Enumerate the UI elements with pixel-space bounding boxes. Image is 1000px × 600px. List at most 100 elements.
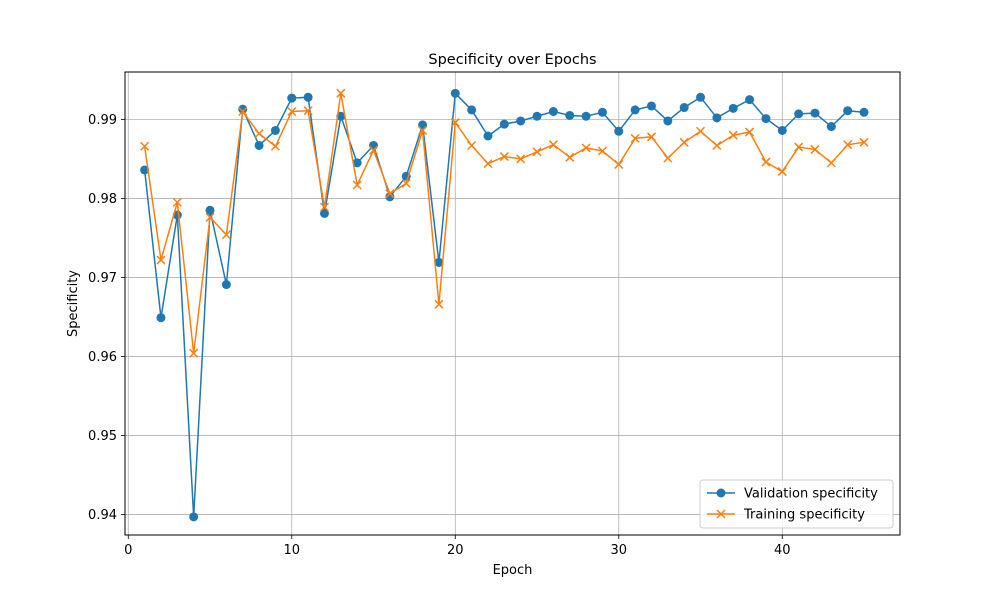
data-point xyxy=(369,140,379,150)
data-point xyxy=(385,192,395,202)
data-point xyxy=(254,129,264,139)
data-point xyxy=(695,126,706,136)
data-point xyxy=(712,113,722,123)
series-validation xyxy=(140,88,869,522)
data-point xyxy=(172,197,182,207)
data-point xyxy=(221,230,231,240)
data-point xyxy=(777,125,787,135)
data-point xyxy=(679,137,689,147)
legend: Validation specificity Training specific… xyxy=(699,479,894,529)
data-point xyxy=(238,106,248,117)
data-point xyxy=(614,126,624,136)
y-tick-label: 0.95 xyxy=(88,429,117,444)
legend-marker-training xyxy=(716,509,726,519)
data-point xyxy=(287,93,297,103)
data-point xyxy=(140,165,150,175)
data-point xyxy=(826,158,836,168)
data-point xyxy=(745,95,755,105)
data-point xyxy=(663,116,673,126)
data-point xyxy=(303,106,313,116)
x-tick-label: 40 xyxy=(774,543,791,558)
data-point xyxy=(663,153,673,163)
y-tick-label: 0.99 xyxy=(88,113,117,128)
data-point xyxy=(189,348,199,358)
data-point xyxy=(777,167,787,177)
data-point xyxy=(483,131,493,141)
data-point xyxy=(565,110,575,120)
data-point xyxy=(221,280,231,290)
data-point xyxy=(581,143,591,153)
data-point xyxy=(303,92,313,102)
data-point xyxy=(499,119,509,129)
data-point xyxy=(646,132,657,142)
data-point xyxy=(794,142,804,152)
data-point xyxy=(843,140,853,150)
data-point xyxy=(843,106,853,116)
data-point xyxy=(810,144,820,154)
data-point xyxy=(532,111,542,121)
data-point xyxy=(614,159,624,169)
y-tick-label: 0.97 xyxy=(88,271,117,286)
data-point xyxy=(483,159,493,169)
legend-frame xyxy=(699,479,894,529)
data-point xyxy=(859,107,869,117)
chart-title: Specificity over Epochs xyxy=(428,52,596,68)
data-point xyxy=(630,133,640,143)
y-tick-label: 0.96 xyxy=(88,350,117,365)
data-point xyxy=(140,141,150,151)
data-point xyxy=(859,137,869,147)
data-point xyxy=(270,125,280,135)
data-point xyxy=(597,146,607,156)
ticks: 0 10 20 30 40 0.94 0.95 0.96 0.97 0.98 0.99 xyxy=(88,113,791,558)
data-point xyxy=(336,88,346,98)
data-point xyxy=(368,145,379,155)
data-point xyxy=(156,313,166,323)
data-point xyxy=(679,103,689,113)
data-point xyxy=(597,107,607,117)
data-point xyxy=(646,101,656,111)
data-point xyxy=(630,105,640,115)
data-point xyxy=(516,116,526,126)
data-point xyxy=(205,212,215,222)
x-tick-label: 20 xyxy=(447,543,464,558)
data-point xyxy=(450,88,460,98)
y-tick-label: 0.98 xyxy=(88,192,117,207)
data-point xyxy=(696,92,706,102)
data-point xyxy=(205,205,215,215)
x-axis-label: Epoch xyxy=(493,563,533,578)
data-point xyxy=(548,107,558,117)
data-point xyxy=(467,140,477,151)
data-point xyxy=(826,122,836,132)
series-layer xyxy=(140,88,869,522)
data-point xyxy=(319,202,330,212)
data-point xyxy=(434,257,444,267)
data-point xyxy=(467,105,477,115)
grid xyxy=(125,72,900,535)
data-point xyxy=(761,114,771,124)
plot-frame xyxy=(124,71,901,536)
data-point xyxy=(810,108,820,118)
data-point xyxy=(745,127,755,137)
x-tick-label: 10 xyxy=(283,543,300,558)
series-training xyxy=(140,88,869,358)
y-tick-label: 0.94 xyxy=(88,508,117,523)
data-point xyxy=(418,125,428,135)
data-point xyxy=(238,104,248,114)
legend-label-validation: Validation specificity xyxy=(744,487,878,502)
data-point xyxy=(794,109,804,119)
legend-marker-validation xyxy=(716,488,726,498)
data-point xyxy=(761,157,771,167)
data-point xyxy=(270,141,280,151)
data-point xyxy=(548,140,558,150)
data-point xyxy=(401,178,411,188)
data-point xyxy=(728,103,738,113)
data-point xyxy=(565,152,575,162)
legend-label-training: Training specificity xyxy=(743,508,865,523)
data-point xyxy=(532,147,542,157)
data-point xyxy=(287,106,297,117)
data-point xyxy=(189,512,199,522)
data-point xyxy=(352,180,362,190)
data-point xyxy=(434,299,444,309)
data-point xyxy=(581,111,591,121)
